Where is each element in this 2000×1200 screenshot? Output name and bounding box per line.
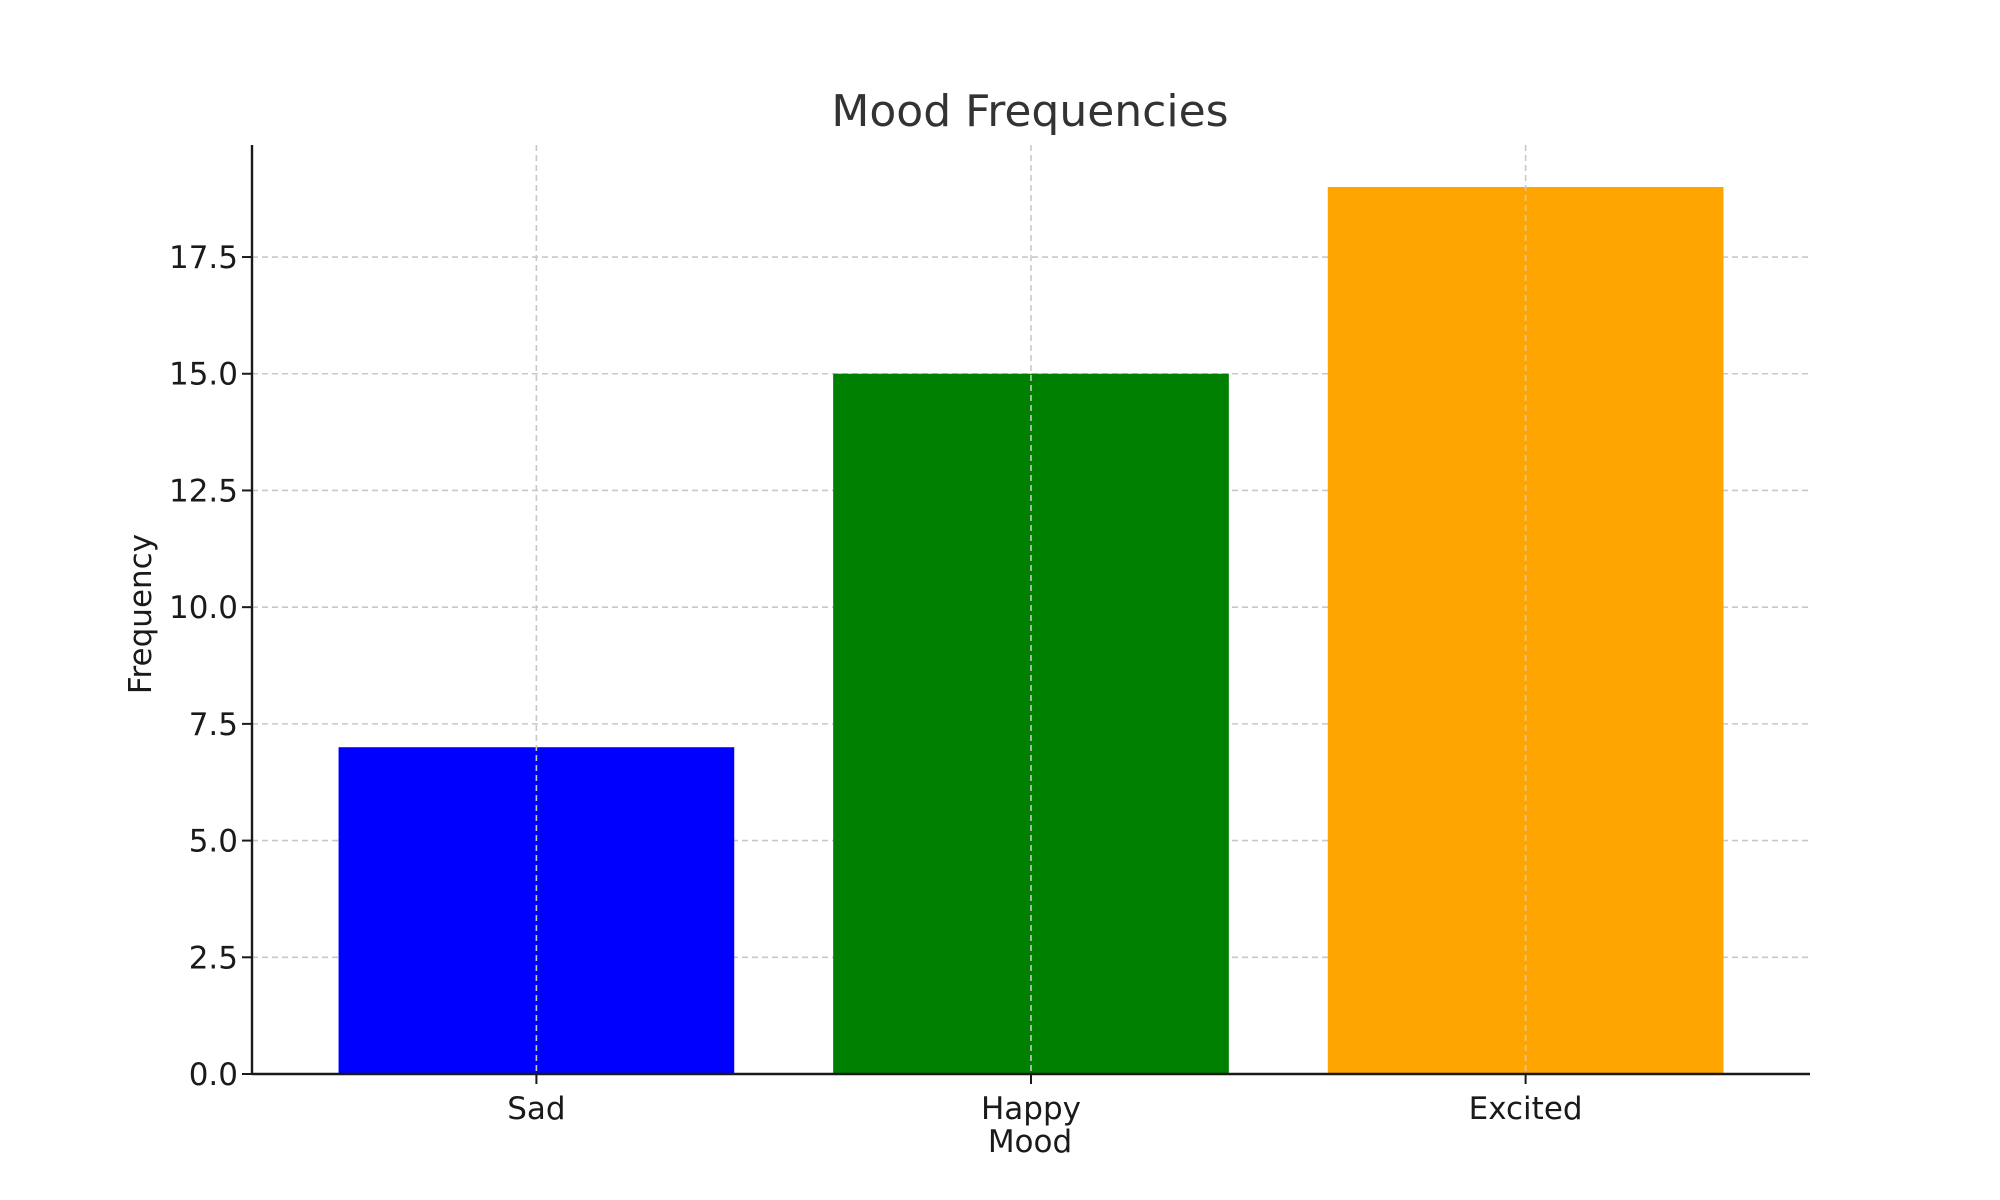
y-tick-label: 15.0 (169, 357, 238, 393)
y-tick-label: 12.5 (169, 473, 238, 509)
y-tick-label: 10.0 (169, 590, 238, 626)
y-tick-label: 5.0 (189, 824, 238, 860)
x-tick-label-sad: Sad (507, 1091, 565, 1127)
y-tick-label: 17.5 (169, 240, 238, 276)
y-tick-label: 7.5 (189, 707, 238, 743)
x-tick-label-happy: Happy (981, 1091, 1081, 1127)
x-axis-title: Mood (988, 1124, 1072, 1160)
chart-title: Mood Frequencies (831, 86, 1228, 137)
vertical-grid-layer (535, 145, 1527, 1074)
y-axis-title: Frequency (123, 534, 159, 694)
y-tick-label: 0.0 (189, 1057, 238, 1093)
axis-layer (242, 145, 1810, 1084)
y-tick-label: 2.5 (189, 940, 238, 976)
label-layer: 0.0 2.5 5.0 7.5 10.0 12.5 15.0 17.5 Sad Happy Exci… (169, 240, 1583, 1127)
x-tick-label-excited: Excited (1469, 1091, 1583, 1127)
